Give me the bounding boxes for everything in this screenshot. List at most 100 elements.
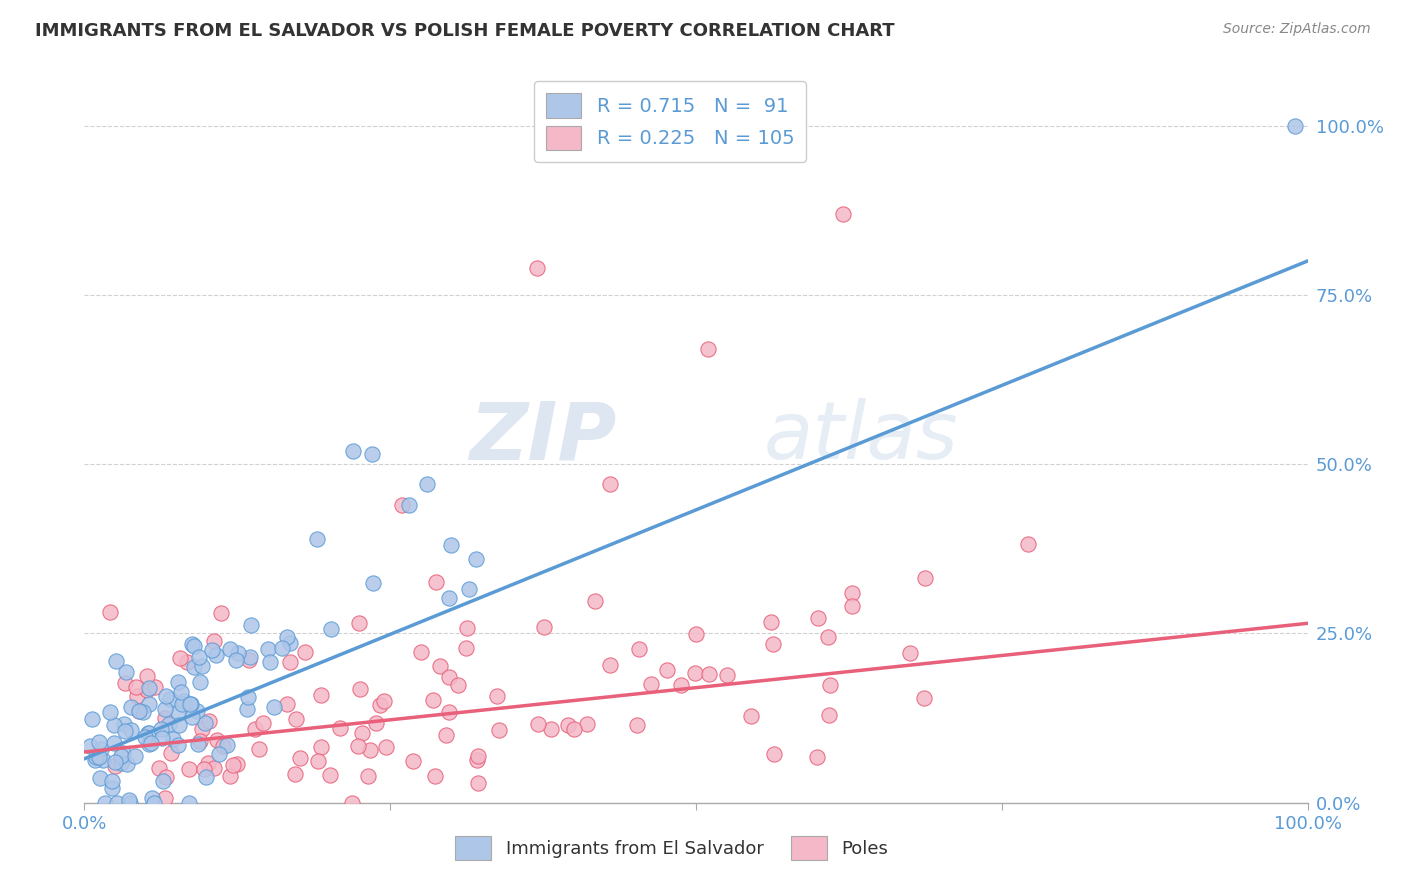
Point xyxy=(104,756,127,770)
Point xyxy=(716,668,738,682)
Point xyxy=(103,718,125,732)
Point xyxy=(155,689,177,703)
Point xyxy=(252,715,274,730)
Point xyxy=(467,776,489,790)
Point xyxy=(157,717,180,731)
Point xyxy=(391,498,413,512)
Point xyxy=(831,206,853,220)
Point xyxy=(288,751,311,765)
Point xyxy=(212,739,235,754)
Point xyxy=(437,705,460,719)
Point xyxy=(118,793,141,807)
Point xyxy=(103,736,125,750)
Point xyxy=(128,704,150,718)
Point xyxy=(150,731,173,745)
Point xyxy=(186,704,208,718)
Point xyxy=(527,716,550,731)
Point xyxy=(188,674,211,689)
Point xyxy=(599,658,621,673)
Point xyxy=(540,722,562,736)
Point xyxy=(226,646,249,660)
Point xyxy=(247,742,270,756)
Point xyxy=(912,691,935,706)
Point xyxy=(138,726,160,740)
Point xyxy=(276,697,298,711)
Point xyxy=(557,717,579,731)
Legend: Immigrants from El Salvador, Poles: Immigrants from El Salvador, Poles xyxy=(449,830,896,867)
Point xyxy=(114,676,136,690)
Point xyxy=(226,756,249,771)
Point xyxy=(360,447,382,461)
Point xyxy=(202,634,225,648)
Point xyxy=(98,706,121,720)
Point xyxy=(309,688,332,702)
Point xyxy=(205,732,228,747)
Point xyxy=(115,665,138,680)
Point xyxy=(236,690,259,705)
Point xyxy=(118,796,141,810)
Point xyxy=(167,738,190,752)
Point xyxy=(219,641,242,656)
Point xyxy=(205,648,228,662)
Point xyxy=(153,791,176,805)
Point xyxy=(697,667,720,681)
Point xyxy=(429,659,451,673)
Point xyxy=(138,681,160,695)
Point xyxy=(225,653,247,667)
Point xyxy=(488,723,510,737)
Point xyxy=(486,689,509,703)
Point xyxy=(456,641,478,656)
Point xyxy=(409,645,432,659)
Point xyxy=(599,477,621,491)
Point xyxy=(98,606,121,620)
Point xyxy=(349,615,371,630)
Point xyxy=(87,735,110,749)
Point xyxy=(626,718,648,732)
Point xyxy=(222,758,245,772)
Point xyxy=(806,750,828,764)
Point xyxy=(110,748,132,763)
Point xyxy=(340,796,363,810)
Point xyxy=(104,758,127,772)
Point xyxy=(141,736,163,750)
Point xyxy=(194,715,217,730)
Point xyxy=(841,599,863,613)
Point xyxy=(202,762,225,776)
Point xyxy=(180,698,202,712)
Point xyxy=(422,693,444,707)
Point xyxy=(187,737,209,751)
Point xyxy=(294,645,316,659)
Point xyxy=(149,723,172,737)
Point xyxy=(115,757,138,772)
Point xyxy=(914,571,936,585)
Point xyxy=(155,770,177,784)
Point xyxy=(90,742,112,756)
Point xyxy=(257,641,280,656)
Point xyxy=(125,689,148,703)
Point xyxy=(349,681,371,696)
Point xyxy=(526,260,548,275)
Point xyxy=(128,704,150,718)
Point xyxy=(356,769,378,783)
Point xyxy=(434,728,457,742)
Point xyxy=(319,767,342,781)
Point xyxy=(627,642,650,657)
Point xyxy=(841,586,863,600)
Point xyxy=(440,538,463,552)
Point xyxy=(239,618,262,632)
Point xyxy=(533,620,555,634)
Point xyxy=(167,675,190,690)
Point xyxy=(271,641,294,656)
Point xyxy=(195,770,218,784)
Point xyxy=(761,615,783,629)
Point xyxy=(183,640,205,654)
Point xyxy=(818,678,841,692)
Point xyxy=(143,796,166,810)
Point xyxy=(188,649,211,664)
Point xyxy=(416,477,439,491)
Point xyxy=(169,651,191,665)
Point xyxy=(239,649,262,664)
Point xyxy=(562,722,585,736)
Point xyxy=(465,754,488,768)
Point xyxy=(124,749,146,764)
